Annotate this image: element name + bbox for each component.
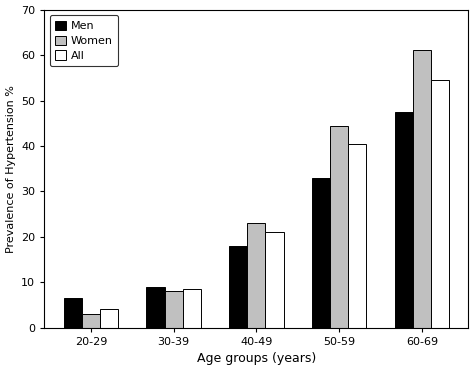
Bar (265, 232, 283, 328)
Bar (312, 178, 330, 328)
Legend: Men, Women, All: Men, Women, All (50, 15, 118, 66)
Bar (164, 292, 182, 328)
Bar (82, 314, 100, 328)
X-axis label: Age groups (years): Age groups (years) (197, 352, 316, 365)
Y-axis label: Prevalence of Hypertension %: Prevalence of Hypertension % (6, 85, 16, 253)
Bar (330, 125, 348, 328)
Bar (394, 112, 413, 328)
Bar (431, 80, 449, 328)
Bar (247, 223, 265, 328)
Bar (146, 287, 164, 328)
Bar (229, 246, 247, 328)
Bar (182, 289, 201, 328)
Bar (64, 298, 82, 328)
Bar (413, 50, 431, 328)
Bar (348, 144, 366, 328)
Bar (100, 309, 118, 328)
